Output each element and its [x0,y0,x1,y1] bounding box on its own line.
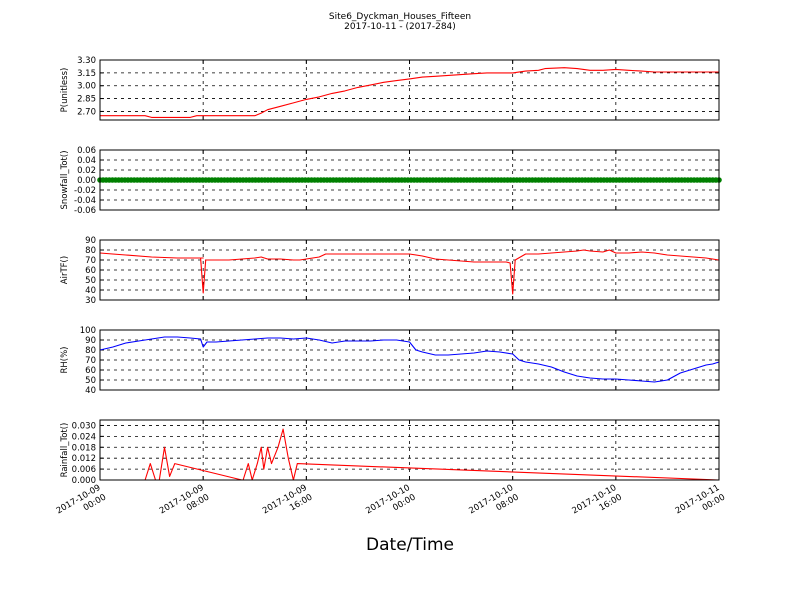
y-tick-label: 40 [85,386,96,396]
y-axis-label: Rainfall_Tot() [60,423,70,478]
panel-frame [99,419,720,481]
x-tick-label: 2017-10-0900:00 [55,483,108,526]
y-tick-label: 0.024 [72,432,96,442]
y-tick-label: 100 [80,326,96,336]
y-tick-label: 90 [85,336,96,346]
y-tick-label: 40 [85,286,96,296]
y-tick-label: 0.02 [77,166,96,176]
y-tick-label: 80 [85,346,96,356]
y-tick-label: 0.006 [72,465,96,475]
series-line-3 [99,249,720,295]
y-tick-label: 80 [85,246,96,256]
panel-frame [99,239,720,301]
panel-frame [99,329,720,391]
series-line-1 [100,67,719,118]
panel-1: 2.70 2.85 3.00 3.15 3.30 P(unitless) [60,56,720,121]
panel-frame [99,59,720,121]
y-tick-label: 0.00 [77,176,96,186]
panels-group: 2.702.853.003.153.30P(unitless)0.060.040… [60,56,722,486]
x-tick-label: 2017-10-1100:00 [674,483,727,526]
x-tick-label: 2017-10-1000:00 [364,483,417,526]
x-axis-label: Date/Time [366,535,454,555]
y-tick-label: 70 [85,356,96,366]
x-tick-label: 2017-10-0916:00 [261,483,314,526]
x-tick-label: 2017-10-0908:00 [158,483,211,526]
y-tick-label: 0.030 [72,421,96,431]
y-tick-label: 3.00 [77,82,96,92]
y-tick-label: 0.012 [72,454,96,464]
panel-frame [99,149,720,211]
y-tick-label: 50 [85,276,96,286]
y-tick-label: 0.018 [72,443,96,453]
series-line-4 [99,336,720,383]
y-tick-label: 60 [85,366,96,376]
y-axis-label: AirTF() [60,256,70,284]
y-tick-label: 3.15 [77,69,96,79]
y-tick-label: 2.85 [77,95,96,105]
y-axis-label: Snowfall_Tot() [60,150,70,209]
chart-subtitle: 2017-10-11 - (2017-284) [344,22,456,32]
y-tick-label: 0.04 [77,156,96,166]
x-tick-label: 2017-10-1008:00 [467,483,520,526]
panel-2: 0.060.040.020.00-0.02-0.04-0.06 Snowfall_… [60,146,722,216]
y-axis-label: RH(%) [60,346,70,373]
y-tick-label: 0.000 [72,476,96,486]
chart-title: Site6_Dyckman_Houses_Fifteen [329,12,471,22]
y-tick-label: 90 [85,236,96,246]
y-tick-label: 50 [85,376,96,386]
x-tick-labels: 2017-10-0900:00 2017-10-0908:00 2017-10-09… [55,483,727,526]
y-tick-label: 30 [85,296,96,306]
y-axis-label: P(unitless) [60,68,70,113]
y-tick-label: 0.06 [77,146,96,156]
y-tick-label: 2.70 [77,107,96,117]
y-tick-label: -0.06 [74,206,96,216]
y-tick-label: -0.04 [74,196,96,206]
x-tick-label: 2017-10-1016:00 [571,483,624,526]
y-tick-label: 3.30 [77,56,96,66]
y-tick-label: 60 [85,266,96,276]
y-tick-label: 70 [85,256,96,266]
y-tick-label: -0.02 [74,186,96,196]
panel-5: 0.0300.0240.0180.0120.0060.000Rainfall_T… [60,419,720,486]
